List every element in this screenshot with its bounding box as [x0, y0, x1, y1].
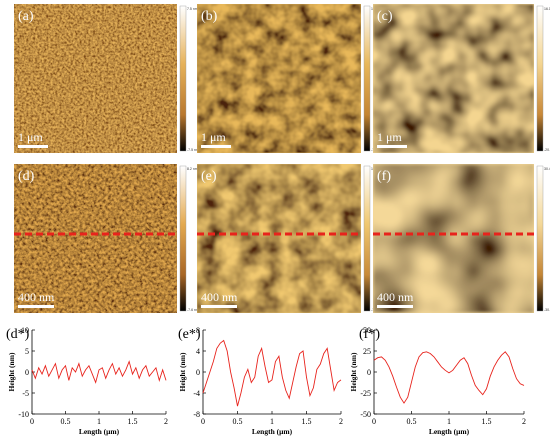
afm-image-e: [197, 164, 361, 313]
colorbar-max-d: 8.2 nm: [187, 167, 198, 171]
x-tick-label: 0.5: [61, 417, 71, 426]
afm-image-c: [373, 4, 534, 153]
x-tick-label: 2: [522, 417, 526, 426]
x-axis-label: Length (μm): [79, 427, 120, 436]
afm-panel-d: (d) 400 nm 8.2 nm -7.6 nm: [14, 164, 199, 313]
afm-image-d: [14, 164, 177, 313]
colorbar-min-d: -7.6 nm: [187, 308, 199, 312]
x-tick-label: 0: [372, 417, 376, 426]
profile-series-line: [373, 351, 525, 404]
afm-panel-a: (a) 1 μm 7.5 nm -7.5 nm: [14, 4, 199, 153]
x-tick-label: 1.5: [128, 417, 138, 426]
colorbar-min-f: -30.6 nm: [544, 308, 550, 312]
afm-panels: (a)1 μm7.5 nm-7.5 nm(b)1 μm10.2 nm-10.8 …: [14, 4, 550, 313]
scale-bar-label-e: 400 nm: [201, 290, 238, 304]
y-tick-label: 0: [25, 368, 29, 377]
y-axis-label: Height (nm): [178, 352, 187, 391]
y-tick-label: 50: [363, 326, 371, 335]
scale-bar-label-f: 400 nm: [377, 290, 414, 304]
profile-label: (d*): [6, 327, 30, 342]
scale-bar-label-c: 1 μm: [377, 130, 402, 144]
scale-bar-f: [377, 305, 413, 308]
x-tick-label: 1: [97, 417, 101, 426]
colorbar-b: [363, 5, 371, 152]
scale-bar-label-b: 1 μm: [201, 130, 226, 144]
x-tick-label: 0: [30, 417, 34, 426]
afm-image-b: [197, 4, 361, 153]
colorbar-a: [179, 5, 187, 152]
x-axis-label: Length (μm): [252, 427, 293, 436]
colorbar-max-f: 30.4 nm: [544, 167, 550, 171]
afm-panel-b: (b)1 μm10.2 nm-10.8 nm: [197, 4, 385, 153]
colorbar-f: [536, 165, 544, 312]
y-tick-label: 0: [196, 368, 200, 377]
y-tick-label: -50: [360, 410, 371, 419]
colorbar-max-a: 7.5 nm: [187, 7, 198, 11]
y-tick-label: 8: [196, 326, 200, 335]
x-tick-label: 1.5: [302, 417, 312, 426]
x-tick-label: 1: [447, 417, 451, 426]
colorbar-min-a: -7.5 nm: [187, 148, 199, 152]
panel-label-f: (f): [377, 169, 391, 184]
afm-image-f: [373, 164, 534, 313]
x-axis-label: Length (μm): [429, 427, 470, 436]
y-tick-label: 0: [367, 368, 371, 377]
y-tick-label: -10: [18, 410, 29, 419]
panel-label-c: (c): [377, 9, 393, 24]
scale-bar-a: [18, 145, 48, 148]
profile-label: (e*): [178, 327, 201, 342]
colorbar-max-c: 16.1 nm: [544, 7, 550, 11]
y-tick-label: -25: [360, 389, 371, 398]
y-tick-label: -4: [193, 389, 200, 398]
colorbar-c: [536, 5, 544, 152]
scale-bar-d: [18, 305, 54, 308]
y-axis-label: Height (nm): [349, 352, 358, 391]
y-tick-label: 4: [196, 347, 200, 356]
y-tick-label: 5: [25, 347, 29, 356]
panel-label-b: (b): [201, 9, 218, 24]
y-tick-label: 10: [21, 326, 29, 335]
x-tick-label: 0.5: [233, 417, 243, 426]
scale-bar-b: [201, 145, 231, 148]
scale-bar-label-d: 400 nm: [18, 290, 55, 304]
panel-label-d: (d): [18, 169, 35, 184]
profile-series-line: [202, 339, 342, 407]
afm-panel-c: (c) 1 μm 16.1 nm -20.1 nm: [373, 4, 550, 153]
x-tick-label: 2: [164, 417, 168, 426]
x-tick-label: 1.5: [482, 417, 492, 426]
colorbar-e: [363, 165, 371, 312]
scale-bar-label-a: 1 μm: [18, 130, 43, 144]
afm-image-a: [14, 4, 177, 153]
colorbar-d: [179, 165, 187, 312]
y-tick-label: -8: [193, 410, 200, 419]
profile-series-line: [31, 360, 167, 384]
x-tick-label: 0: [201, 417, 205, 426]
profile-label: (f*): [359, 327, 380, 342]
x-tick-label: 0.5: [407, 417, 417, 426]
afm-panel-f: (f) 400 nm 30.4 nm -30.6 nm: [373, 164, 550, 313]
x-tick-label: 1: [270, 417, 274, 426]
y-axis-label: Height (nm): [7, 352, 16, 391]
panel-label-a: (a): [18, 9, 34, 24]
afm-panel-e: (e)400 nm10.1 nm-10.1 nm: [197, 164, 385, 313]
panel-label-e: (e): [201, 169, 217, 184]
y-tick-label: 25: [363, 347, 371, 356]
scale-bar-c: [377, 145, 407, 148]
colorbar-min-c: -20.1 nm: [544, 148, 550, 152]
y-tick-label: -5: [22, 389, 29, 398]
scale-bar-e: [201, 305, 237, 308]
x-tick-label: 2: [339, 417, 343, 426]
